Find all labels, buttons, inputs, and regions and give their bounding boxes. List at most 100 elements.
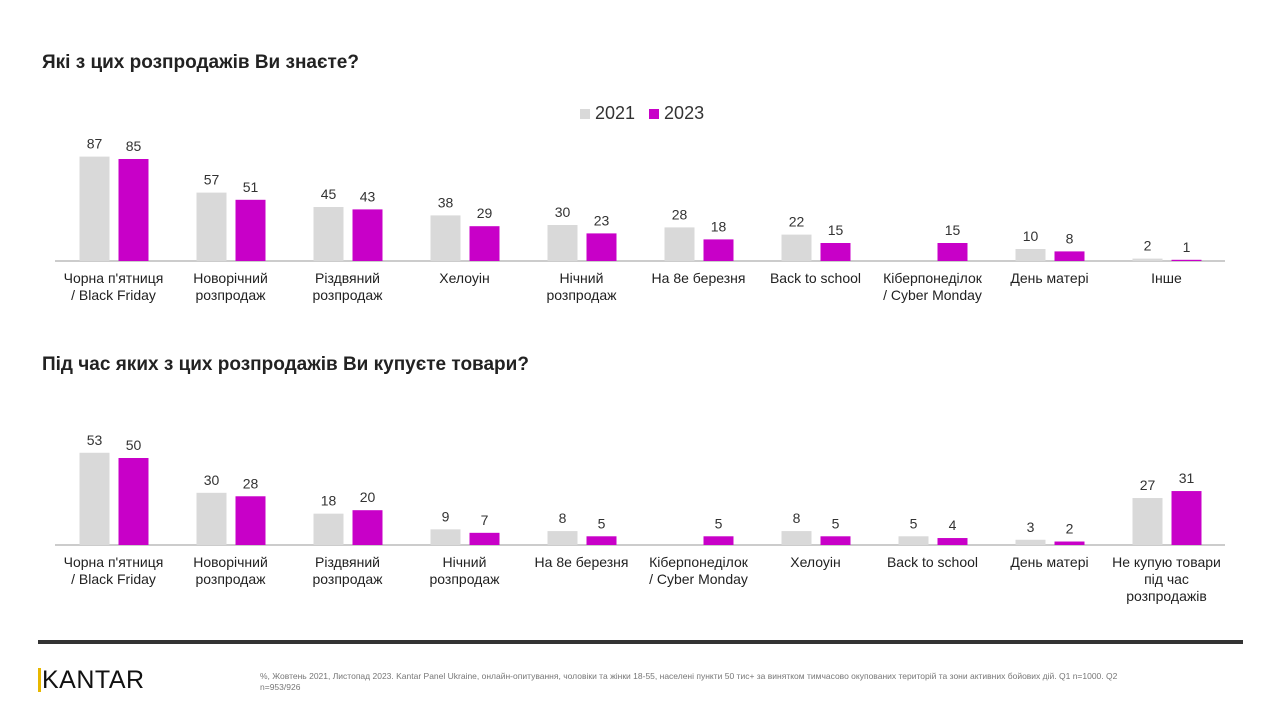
bar-2021: [547, 531, 578, 545]
bar-2021: [1132, 498, 1163, 545]
category-label: Не купую товари під час розпродажів: [1112, 554, 1221, 604]
data-label: 2: [1066, 521, 1074, 537]
bar-2023: [1171, 259, 1202, 261]
category-label: Нічний розпродаж: [430, 554, 501, 587]
data-label: 28: [672, 206, 688, 222]
chart2-title: Під час яких з цих розпродажів Ви купуєт…: [42, 354, 529, 375]
legend-item-2023: 2023: [649, 103, 704, 124]
bar-2023: [703, 239, 734, 261]
bar-2021: [781, 531, 812, 545]
data-label: 8: [559, 510, 567, 526]
data-label: 45: [321, 186, 337, 202]
legend-swatch-2023: [649, 108, 660, 119]
bar-2023: [820, 536, 851, 545]
category-label: День матері: [1010, 554, 1088, 570]
data-label: 30: [204, 472, 220, 488]
category-label: Хелоуін: [790, 554, 840, 570]
bar-2023: [820, 243, 851, 261]
category-label: Кіберпонеділок / Cyber Monday: [649, 554, 749, 587]
data-label: 51: [243, 179, 259, 195]
bar-2023: [352, 510, 383, 545]
data-label: 15: [945, 222, 961, 238]
data-label: 5: [715, 515, 723, 531]
data-label: 18: [711, 218, 727, 234]
category-label: Новорічний розпродаж: [193, 554, 268, 587]
bar-2023: [469, 226, 500, 261]
bar-2023: [1054, 541, 1085, 545]
category-label: Кіберпонеділок / Cyber Monday: [883, 270, 983, 303]
legend-label: 2021: [595, 103, 636, 123]
data-label: 7: [481, 512, 489, 528]
data-label: 4: [949, 517, 957, 533]
bar-2023: [1054, 251, 1085, 261]
bar-2023: [703, 536, 734, 545]
data-label: 1: [1183, 239, 1191, 255]
bar-2023: [937, 538, 968, 545]
legend-item-2021: 2021: [580, 103, 635, 124]
bar-2023: [118, 159, 149, 261]
footnote: %, Жовтень 2021, Листопад 2023. Kantar P…: [260, 671, 1118, 692]
category-label: Новорічний розпродаж: [193, 270, 268, 303]
category-label: Різдвяний розпродаж: [313, 270, 384, 303]
category-label: Інше: [1151, 270, 1182, 286]
bar-2021: [79, 156, 110, 261]
category-label: Чорна п'ятниця / Black Friday: [64, 554, 164, 587]
kantar-logo: KANTAR: [38, 668, 145, 693]
data-label: 29: [477, 205, 493, 221]
data-label: 8: [1066, 230, 1074, 246]
category-label: Хелоуін: [439, 270, 489, 286]
bar-2023: [235, 199, 266, 261]
data-label: 15: [828, 222, 844, 238]
category-label: Нічний розпродаж: [547, 270, 618, 303]
data-label: 53: [87, 432, 103, 448]
category-label: Back to school: [770, 270, 861, 286]
bar-2023: [469, 532, 500, 545]
legend-label: 2023: [664, 103, 705, 123]
bar-2021: [1015, 539, 1046, 545]
data-label: 2: [1144, 238, 1152, 254]
data-label: 38: [438, 194, 454, 210]
legend-swatch-2021: [580, 108, 590, 119]
bar-2021: [1015, 249, 1046, 261]
data-label: 9: [442, 508, 450, 524]
data-label: 22: [789, 214, 805, 230]
bar-2021: [781, 234, 812, 261]
data-label: 8: [793, 510, 801, 526]
bar-2021: [196, 192, 227, 261]
data-label: 23: [594, 212, 610, 228]
bar-2021: [196, 492, 227, 545]
data-label: 43: [360, 188, 376, 204]
category-label: Чорна п'ятниця / Black Friday: [64, 270, 164, 303]
category-label: День матері: [1010, 270, 1088, 286]
bar-2021: [79, 452, 110, 545]
data-label: 5: [598, 515, 606, 531]
data-label: 20: [360, 489, 376, 505]
chart1-title: Які з цих розпродажів Ви знаєте?: [42, 52, 359, 73]
bar-2021: [313, 513, 344, 545]
bar-2023: [235, 496, 266, 545]
bar-2021: [430, 215, 461, 261]
bar-2021: [664, 227, 695, 261]
bar-2021: [313, 207, 344, 261]
category-label: Різдвяний розпродаж: [313, 554, 384, 587]
legend: 2021 2023: [580, 103, 704, 124]
data-label: 31: [1179, 470, 1195, 486]
data-label: 18: [321, 493, 337, 509]
category-label: На 8е березня: [652, 270, 746, 286]
data-label: 5: [832, 515, 840, 531]
data-label: 50: [126, 437, 142, 453]
data-label: 57: [204, 172, 220, 188]
bar-2023: [352, 209, 383, 261]
category-label: Back to school: [887, 554, 978, 570]
data-label: 28: [243, 475, 259, 491]
category-label: На 8е березня: [535, 554, 629, 570]
bar-2021: [898, 536, 929, 545]
bar-2021: [1132, 258, 1163, 261]
bar-2021: [547, 225, 578, 261]
data-label: 87: [87, 136, 103, 152]
bar-2023: [937, 243, 968, 261]
data-label: 85: [126, 138, 142, 154]
bar-2021: [430, 529, 461, 545]
